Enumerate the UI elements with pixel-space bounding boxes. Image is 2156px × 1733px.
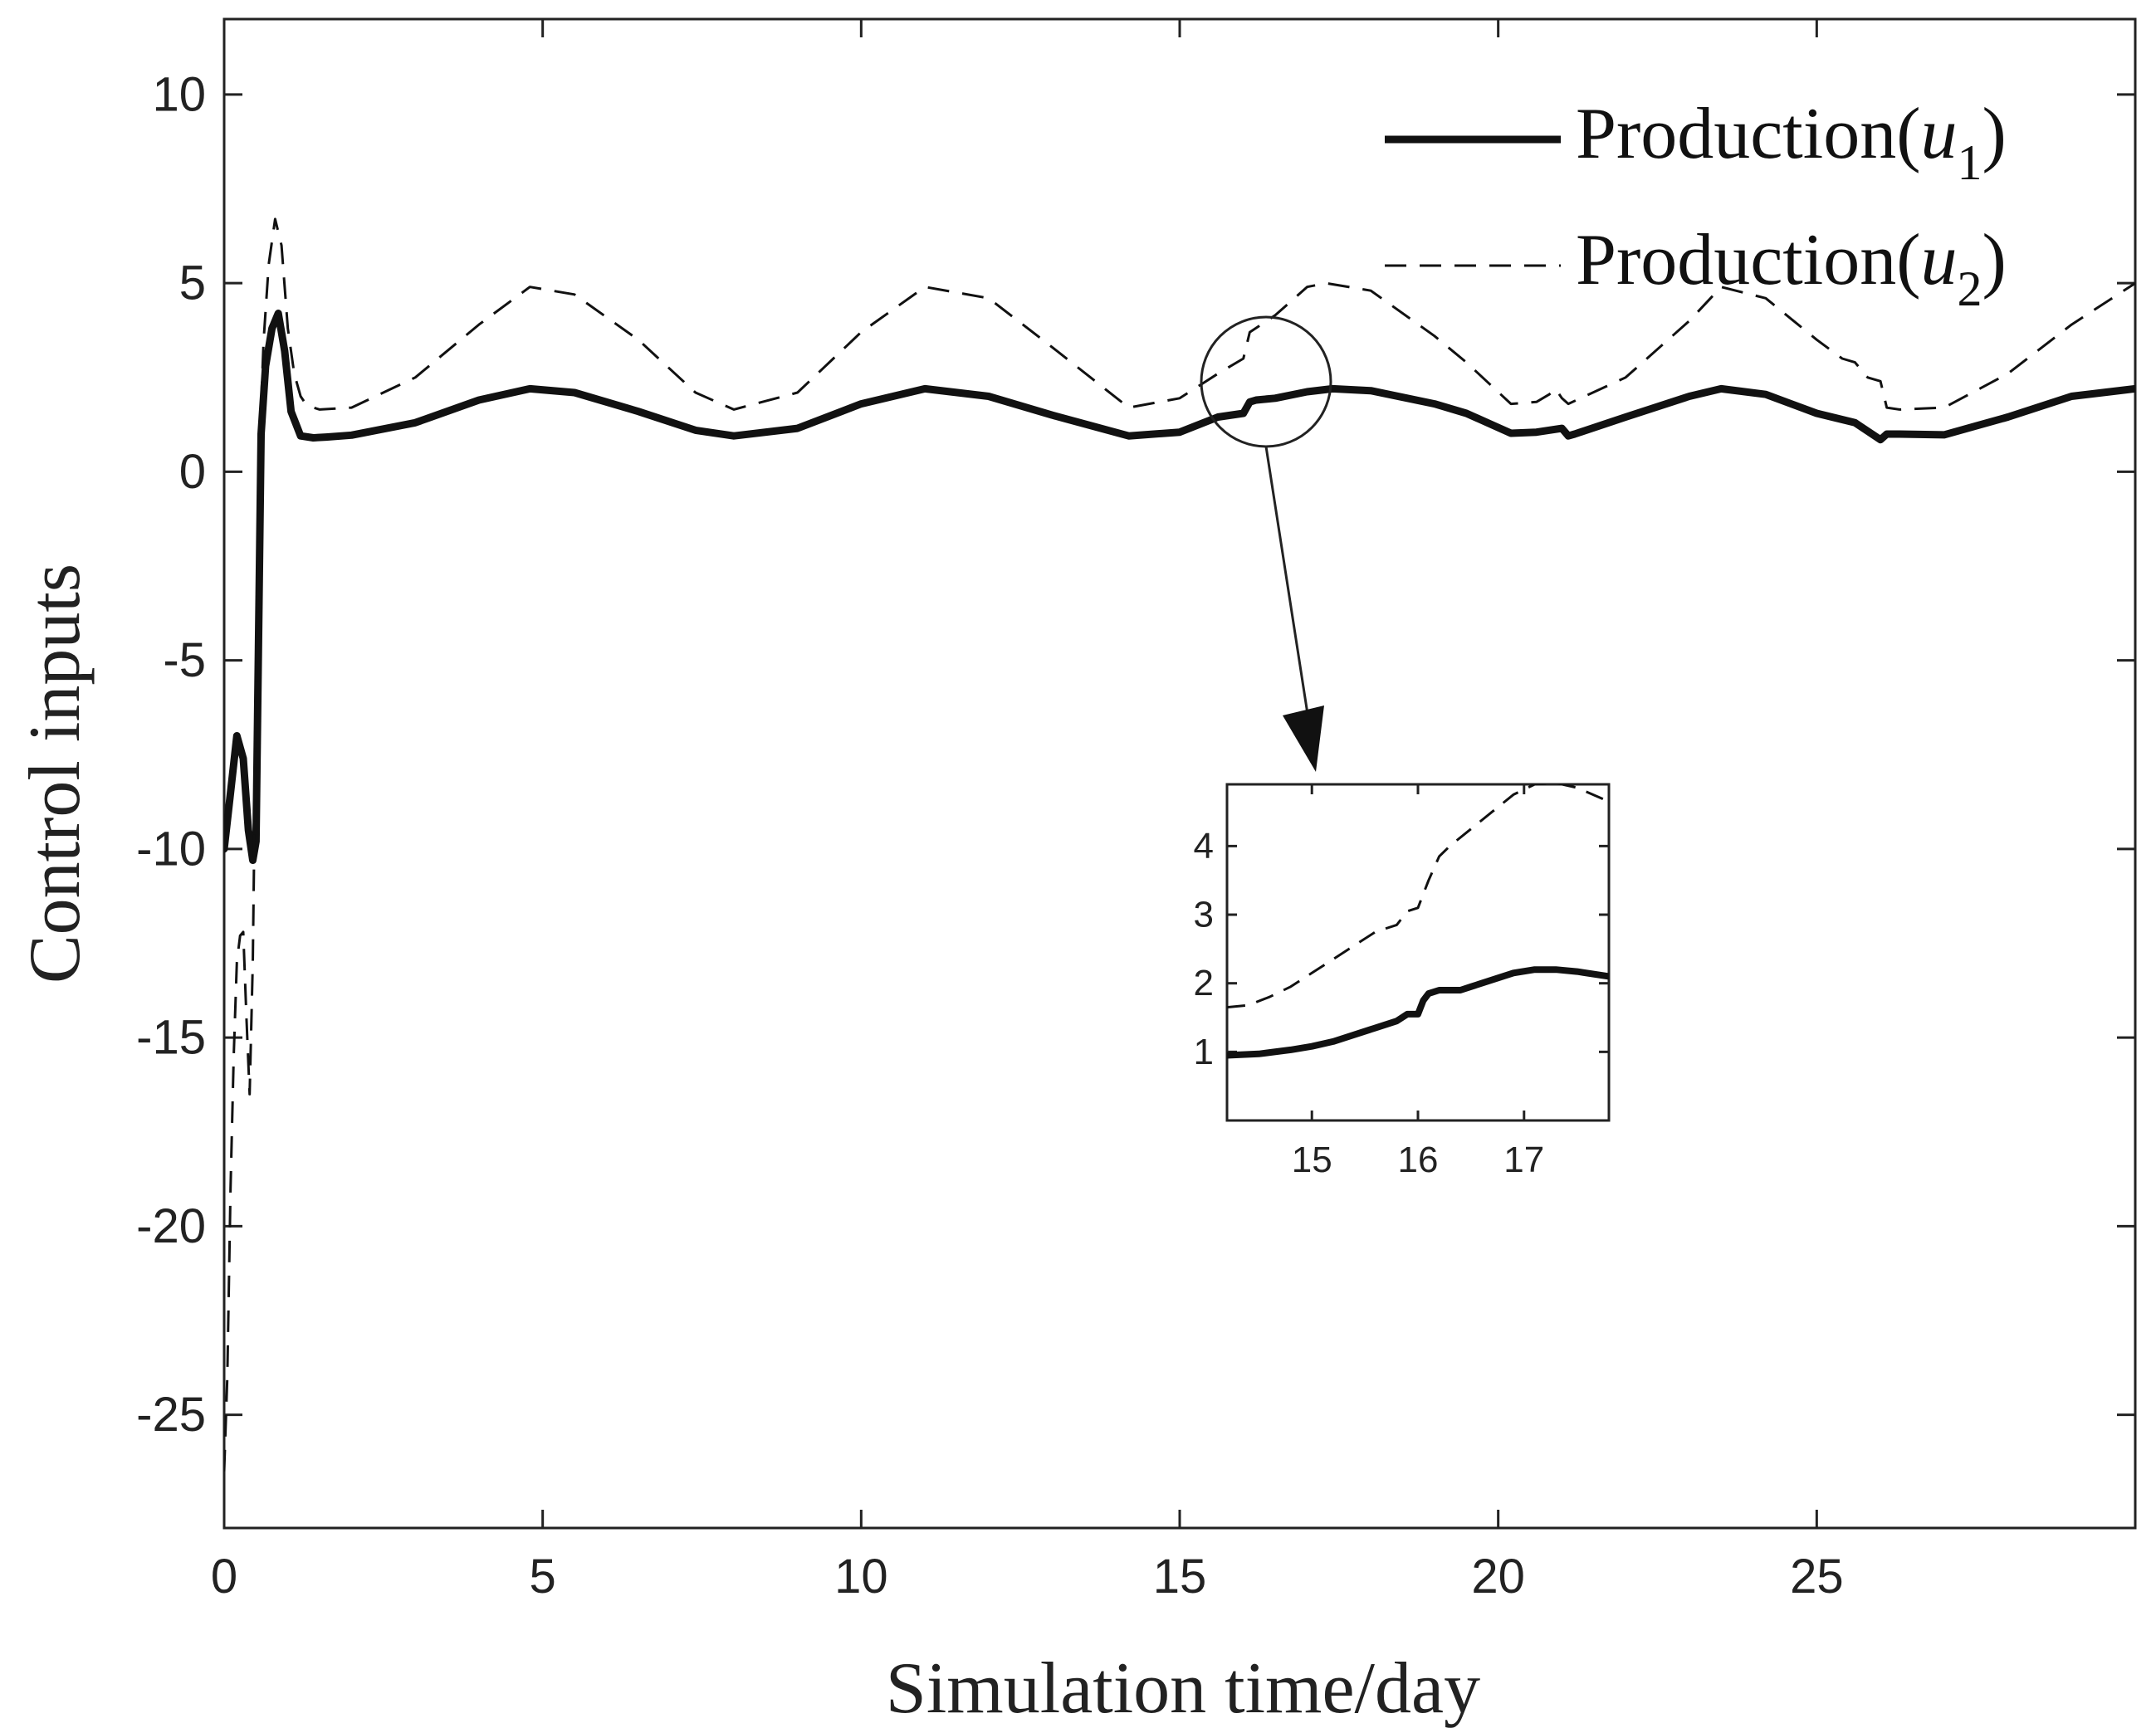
main-x-tick-label: 0: [211, 1550, 237, 1604]
inset-series-layer: [1227, 784, 1609, 1059]
legend-label-u2: Production(u2): [1576, 220, 2007, 316]
inset-series-line-u1: [1227, 966, 1609, 1059]
main-x-tick-label: 25: [1790, 1550, 1844, 1604]
main-x-tick-label: 10: [834, 1550, 888, 1604]
series-layer: [224, 217, 2135, 1472]
inset-x-tick-label: 17: [1503, 1140, 1544, 1180]
inset-x-tick-label: 15: [1292, 1140, 1332, 1180]
x-axis-title: Simulation time/day: [886, 1648, 1480, 1729]
main-x-tick-label: 5: [530, 1550, 556, 1604]
main-y-tick-label: -25: [136, 1388, 206, 1442]
inset-y-tick-label: 2: [1194, 963, 1214, 1003]
inset-frame: [1225, 783, 1611, 1122]
inset-y-tick-label: 3: [1194, 895, 1214, 935]
legend-label-u1: Production(u1): [1576, 94, 2007, 190]
x-axis-ticks: 0 5 10 15 20 25: [211, 19, 1844, 1604]
zoom-arrow-line: [1264, 446, 1309, 715]
inset-x-tick-label: 16: [1398, 1140, 1439, 1180]
main-y-tick-label: 10: [152, 67, 206, 121]
main-y-tick-label: 0: [179, 445, 206, 499]
y-axis-ticks: 10 5 0 -5 -10 -15 -20 -25: [136, 67, 2135, 1442]
main-series-line-u2: [224, 217, 2135, 1472]
main-y-tick-label: -15: [136, 1011, 206, 1065]
main-y-tick-label: -20: [136, 1199, 206, 1253]
y-axis-title: Control inputs: [15, 564, 95, 984]
main-series-line-u1: [224, 310, 2135, 864]
inset-y-axis-ticks: 1 2 3 4: [1194, 826, 1609, 1072]
main-plot: 0 5 10 15 20 25 10 5 0 -5 -10 -15 -20 -25: [136, 17, 2137, 1604]
inset-y-tick-label: 4: [1194, 826, 1214, 866]
main-x-tick-label: 15: [1153, 1550, 1207, 1604]
main-x-tick-label: 20: [1471, 1550, 1525, 1604]
inset-series-line-u2: [1227, 784, 1609, 1009]
main-y-tick-label: -5: [163, 633, 206, 687]
main-y-tick-label: -10: [136, 822, 206, 876]
inset-y-tick-label: 1: [1194, 1032, 1214, 1072]
legend: Production(u1) Production(u2): [1385, 94, 2007, 316]
zoom-arrow-head-icon: [1283, 705, 1324, 772]
main-y-tick-label: 5: [179, 256, 206, 310]
inset-x-axis-ticks: 15 16 17: [1292, 784, 1544, 1180]
inset-plot: 15 16 17 1 2 3 4: [1194, 783, 1611, 1180]
